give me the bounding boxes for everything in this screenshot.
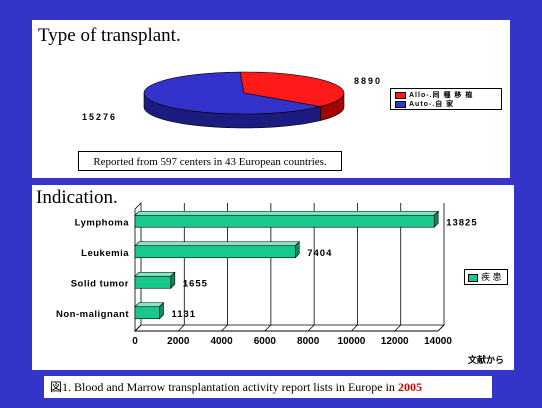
bar-legend-label: 疾 患	[481, 272, 502, 282]
legend-item-allo: Allo-.同 種 移 植	[395, 90, 473, 100]
gridline-floor	[394, 324, 401, 332]
legend-swatch-allo	[395, 91, 406, 99]
gridline-floor	[437, 324, 445, 332]
gridline-floor	[264, 324, 272, 332]
caption-text: 図1. Blood and Marrow transplantation act…	[50, 380, 398, 394]
bar-top	[134, 302, 165, 308]
pie-slice-0	[239, 71, 345, 107]
gridline-floor	[307, 324, 315, 332]
value-label: 13825	[446, 217, 477, 228]
value-label: 1655	[183, 278, 208, 289]
bar-top	[134, 210, 439, 216]
bar-top	[134, 241, 300, 247]
x-tick-label: 8000	[297, 336, 320, 347]
gridline-floor	[178, 324, 185, 332]
bar-1	[134, 245, 296, 259]
bar-3	[134, 306, 160, 320]
gridline-floor	[221, 324, 228, 332]
report-note: Reported from 597 centers in 43 European…	[78, 151, 342, 171]
bar-legend: 疾 患	[464, 269, 508, 285]
value-label: 7404	[307, 248, 332, 259]
transplant-type-panel: Type of transplant. 8890 15276 Allo-.同 種…	[32, 20, 510, 178]
category-label: Solid tumor	[71, 278, 129, 289]
transplant-type-title: Type of transplant.	[38, 25, 181, 46]
indication-title: Indication.	[36, 187, 118, 208]
pie-label-allo: 8890	[354, 76, 383, 86]
pie-label-auto: 15276	[82, 112, 118, 122]
x-tick-label: 12000	[381, 336, 409, 347]
x-tick-label: 2000	[167, 336, 190, 347]
indication-panel: Indication. 0 2000 4000 6000 8000 10000 12000 1…	[32, 185, 514, 370]
x-tick-label: 14000	[424, 336, 452, 347]
pie-legend: Allo-.同 種 移 植 Auto-.自 家	[390, 88, 502, 110]
x-tick-label: 0	[132, 336, 138, 347]
x-tick-label: 10000	[338, 336, 366, 347]
x-tick-label: 4000	[210, 336, 233, 347]
source-label: 文献から	[468, 355, 505, 365]
pie-slice-1	[143, 71, 321, 115]
bar-2	[134, 275, 172, 289]
legend-swatch-auto	[395, 100, 406, 108]
category-label: Non-malignant	[56, 309, 129, 320]
legend-item-auto: Auto-.自 家	[395, 99, 454, 109]
bar-0	[134, 214, 435, 228]
pie-chart	[143, 71, 345, 129]
value-label: 1131	[171, 309, 196, 320]
legend-label-allo: Allo-.同 種 移 植	[409, 92, 474, 99]
indication-bar-chart: 0 2000 4000 6000 8000 10000 12000 14000 Lymphoma…	[56, 202, 477, 347]
bar-top	[134, 271, 176, 277]
legend-label-auto: Auto-.自 家	[409, 101, 455, 108]
category-label: Lymphoma	[75, 217, 130, 228]
gridline-floor	[351, 324, 358, 332]
gridline-floor	[134, 324, 142, 332]
figure-caption: 図1. Blood and Marrow transplantation act…	[44, 376, 492, 398]
bar-legend-swatch	[468, 273, 478, 282]
category-label: Leukemia	[81, 248, 129, 259]
caption-year: 2005	[397, 380, 422, 394]
x-tick-label: 6000	[254, 336, 277, 347]
